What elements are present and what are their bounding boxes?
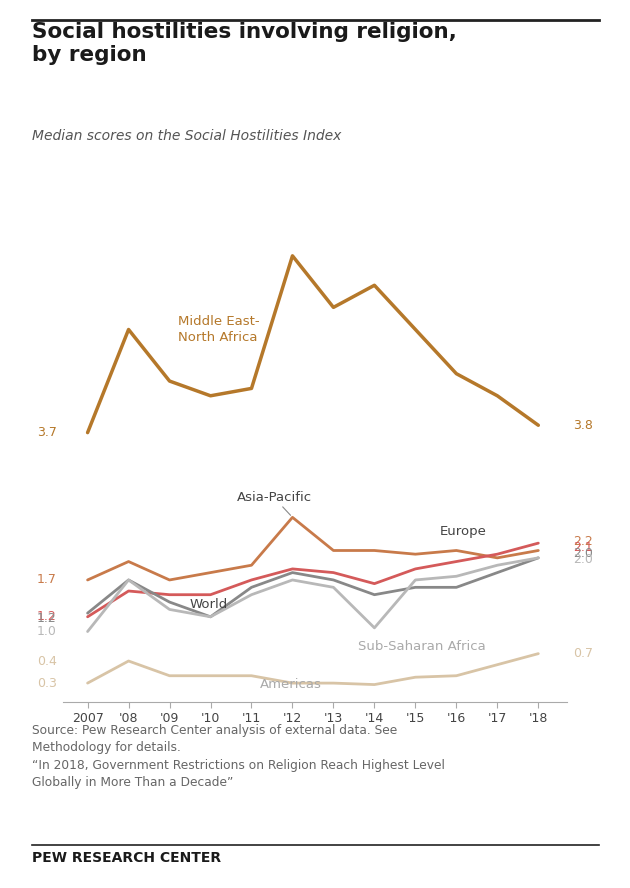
Text: 3.8: 3.8 [573, 419, 593, 432]
Text: Source: Pew Research Center analysis of external data. See
Methodology for detai: Source: Pew Research Center analysis of … [32, 724, 444, 789]
Text: 2.1: 2.1 [573, 541, 593, 554]
Text: 3.7: 3.7 [37, 426, 57, 440]
Text: 0.4: 0.4 [37, 654, 57, 668]
Text: 2.2: 2.2 [573, 535, 593, 548]
Text: Middle East-
North Africa: Middle East- North Africa [178, 315, 260, 345]
Text: Social hostilities involving religion,
by region: Social hostilities involving religion, b… [32, 22, 456, 65]
Text: 1.2: 1.2 [37, 610, 57, 623]
Text: Sub-Saharan Africa: Sub-Saharan Africa [358, 640, 486, 654]
Text: World: World [190, 598, 228, 611]
Text: 2.0: 2.0 [573, 553, 593, 566]
Text: 0.3: 0.3 [37, 677, 57, 690]
Text: Asia-Pacific: Asia-Pacific [236, 491, 312, 515]
Text: 2.0: 2.0 [573, 547, 593, 560]
Text: 1.7: 1.7 [37, 574, 57, 586]
Text: PEW RESEARCH CENTER: PEW RESEARCH CENTER [32, 851, 220, 865]
Text: 1.2: 1.2 [37, 612, 57, 625]
Text: 1.0: 1.0 [37, 625, 57, 638]
Text: Median scores on the Social Hostilities Index: Median scores on the Social Hostilities … [32, 129, 341, 143]
Text: Europe: Europe [440, 525, 487, 538]
Text: Americas: Americas [260, 678, 321, 691]
Text: 0.7: 0.7 [573, 647, 593, 660]
